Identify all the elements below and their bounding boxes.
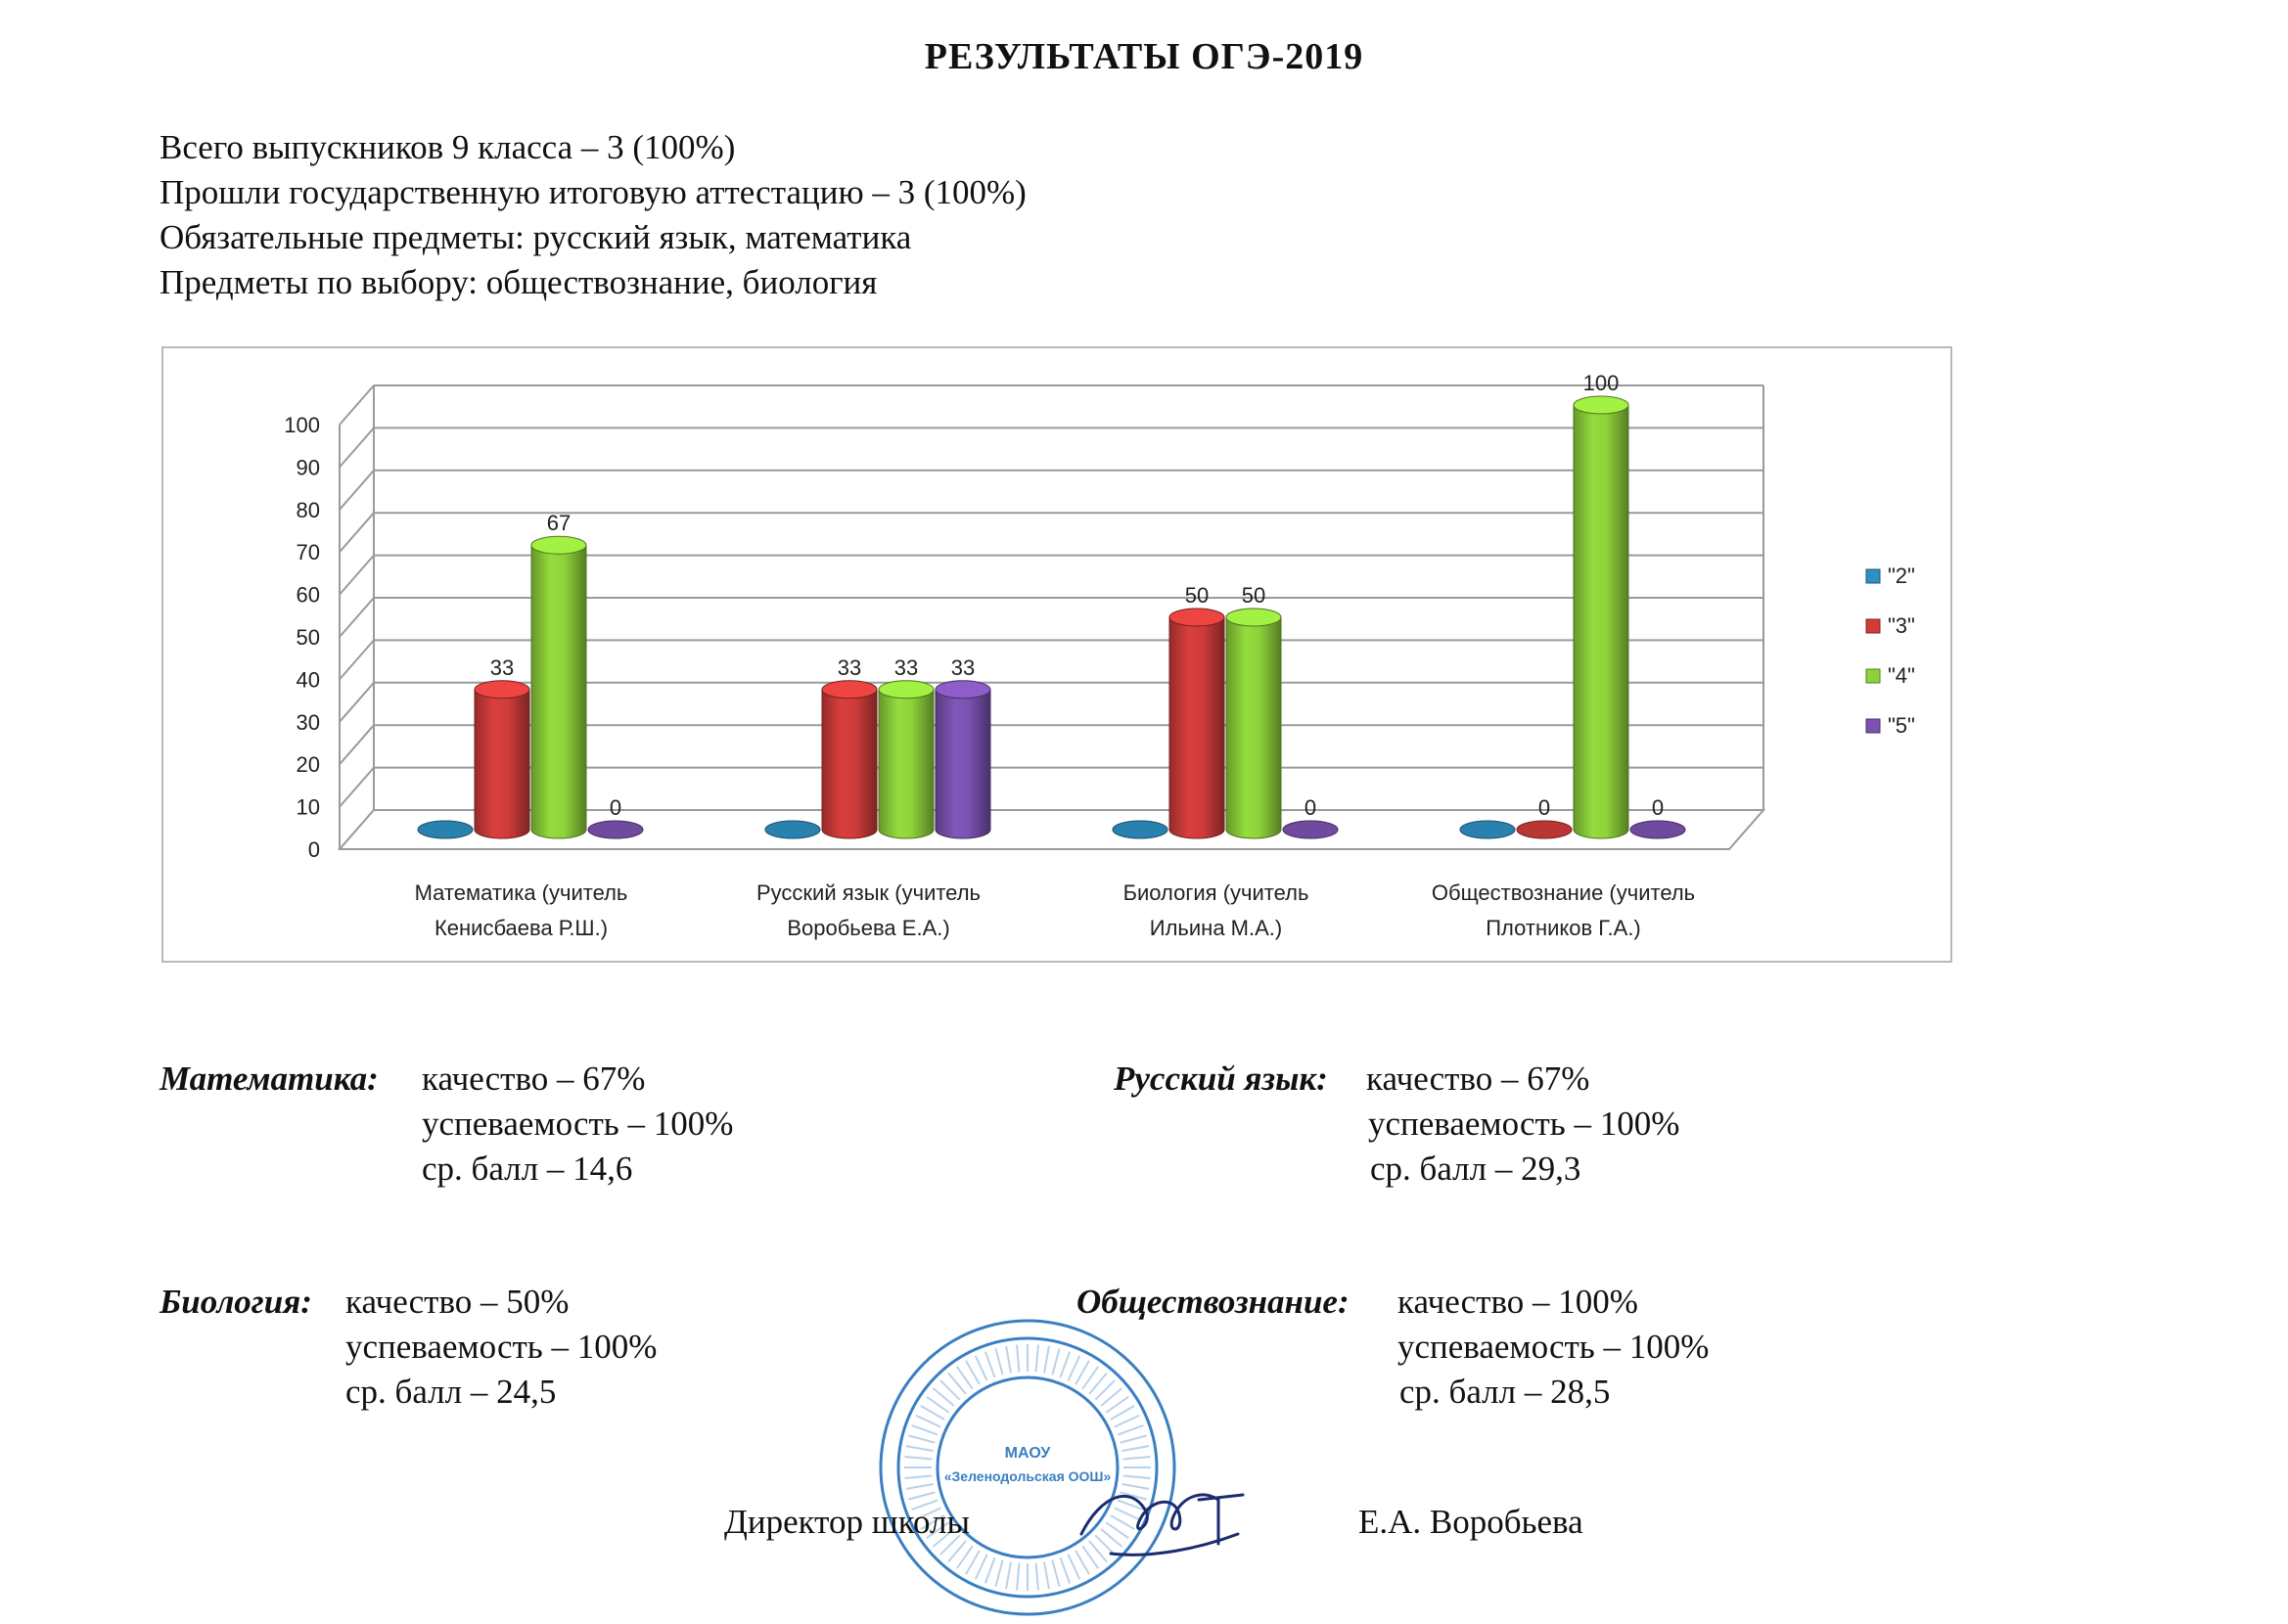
legend-entry: "5": [1888, 713, 1915, 738]
bar-top: [530, 535, 587, 555]
biology-progress: успеваемость – 100%: [345, 1328, 658, 1366]
y-tick-label: 40: [297, 667, 320, 692]
bar-top: [1168, 608, 1225, 627]
bar: [878, 689, 935, 839]
x-category-label: Биология (учитель: [1123, 880, 1309, 905]
y-tick-label: 90: [297, 455, 320, 479]
data-label: 0: [1652, 795, 1664, 820]
bar-top: [878, 680, 935, 699]
bar: [1516, 820, 1573, 839]
intro-line-graduates: Всего выпускников 9 класса – 3 (100%): [160, 128, 736, 166]
legend-swatch: [1865, 668, 1881, 684]
bar: [764, 820, 821, 839]
bar: [474, 689, 530, 839]
bar-top: [1225, 608, 1282, 627]
x-category-label: Обществознание (учитель: [1432, 880, 1695, 905]
data-label: 33: [951, 655, 975, 680]
data-label: 67: [547, 511, 571, 535]
bar: [530, 544, 587, 839]
data-label: 0: [1304, 795, 1316, 820]
social-avg-score: ср. балл – 28,5: [1399, 1373, 1611, 1411]
svg-text:«Зеленодольская ООШ»: «Зеленодольская ООШ»: [944, 1468, 1112, 1484]
math-progress: успеваемость – 100%: [422, 1105, 734, 1143]
math-avg-score: ср. балл – 14,6: [422, 1150, 633, 1188]
results-bar-chart: 0 10 20 30 40 50 60 70 80 90 100 33 67 0 Математика (у…: [284, 371, 1915, 940]
legend-entry: "4": [1888, 663, 1915, 688]
data-label: 50: [1185, 583, 1209, 608]
document-title: РЕЗУЛЬТАТЫ ОГЭ-2019: [924, 36, 1364, 77]
y-tick-label: 70: [297, 540, 320, 564]
subject-block-biology: Биология: качество – 50% успеваемость – …: [160, 1280, 845, 1426]
y-tick-label: 20: [297, 752, 320, 777]
bar: [1168, 616, 1225, 839]
bar: [1112, 820, 1168, 839]
x-category-label: Математика (учитель: [415, 880, 628, 905]
bar-top: [935, 680, 991, 699]
subject-block-russian: Русский язык: качество – 67% успеваемост…: [1114, 1057, 1857, 1203]
x-category-label: Ильина М.А.): [1150, 916, 1282, 940]
biology-avg-score: ср. балл – 24,5: [345, 1373, 557, 1411]
x-category-label: Русский язык (учитель: [756, 880, 981, 905]
data-label: 33: [838, 655, 861, 680]
y-tick-label: 30: [297, 710, 320, 735]
subject-block-math: Математика: качество – 67% успеваемость …: [160, 1057, 845, 1203]
social-quality: качество – 100%: [1397, 1283, 1638, 1321]
bar: [1629, 820, 1686, 839]
intro-line-elective: Предметы по выбору: обществознание, биол…: [160, 263, 878, 301]
legend-entry: "2": [1888, 564, 1915, 588]
y-tick-label: 50: [297, 625, 320, 650]
russian-progress: успеваемость – 100%: [1368, 1105, 1680, 1143]
school-stamp: МАОУ «Зеленодольская ООШ»: [879, 1319, 1176, 1616]
subject-name-social: Обществознание:: [1076, 1283, 1350, 1321]
bar: [935, 689, 991, 839]
intro-block: Всего выпускников 9 класса – 3 (100%) Пр…: [160, 125, 1027, 305]
data-label: 50: [1242, 583, 1265, 608]
social-progress: успеваемость – 100%: [1397, 1328, 1710, 1366]
data-label: 33: [490, 655, 514, 680]
x-category-label: Плотников Г.А.): [1486, 916, 1641, 940]
y-tick-label: 100: [284, 413, 320, 437]
subject-name-russian: Русский язык:: [1114, 1060, 1328, 1098]
bar: [1282, 820, 1339, 839]
bar-top: [821, 680, 878, 699]
svg-text:МАОУ: МАОУ: [1005, 1445, 1052, 1462]
y-tick-label: 0: [308, 837, 320, 862]
legend-swatch: [1865, 568, 1881, 584]
bar: [587, 820, 644, 839]
data-label: 0: [1538, 795, 1550, 820]
bar: [1573, 404, 1629, 839]
x-category-label: Кенисбаева Р.Ш.): [435, 916, 608, 940]
y-tick-label: 80: [297, 498, 320, 522]
data-label: 100: [1583, 371, 1620, 395]
bar: [1225, 616, 1282, 839]
subject-name-biology: Биология:: [160, 1283, 312, 1321]
bar-top: [474, 680, 530, 699]
bar: [821, 689, 878, 839]
signature-name: Е.А. Воробьева: [1358, 1503, 1583, 1541]
legend-swatch: [1865, 718, 1881, 734]
biology-quality: качество – 50%: [345, 1283, 570, 1321]
intro-line-passed: Прошли государственную итоговую аттестац…: [160, 173, 1027, 211]
subject-block-social: Обществознание: качество – 100% успеваем…: [1076, 1280, 1879, 1426]
russian-avg-score: ср. балл – 29,3: [1370, 1150, 1581, 1188]
bar: [417, 820, 474, 839]
y-tick-label: 60: [297, 583, 320, 608]
data-label: 0: [610, 795, 621, 820]
bar: [1459, 820, 1516, 839]
intro-line-mandatory: Обязательные предметы: русский язык, мат…: [160, 218, 912, 256]
signature-position: Директор школы: [724, 1503, 970, 1541]
x-category-label: Воробьева Е.А.): [787, 916, 949, 940]
data-label: 33: [894, 655, 918, 680]
bar-top: [1573, 395, 1629, 415]
math-quality: качество – 67%: [422, 1060, 646, 1098]
y-tick-label: 10: [297, 795, 320, 820]
subject-name-math: Математика:: [160, 1060, 379, 1098]
legend-swatch: [1865, 618, 1881, 634]
russian-quality: качество – 67%: [1366, 1060, 1590, 1098]
director-signature: [1079, 1493, 1245, 1556]
legend-entry: "3": [1888, 613, 1915, 638]
chart-frame: 0 10 20 30 40 50 60 70 80 90 100 33 67 0 Математика (у…: [161, 346, 1952, 963]
